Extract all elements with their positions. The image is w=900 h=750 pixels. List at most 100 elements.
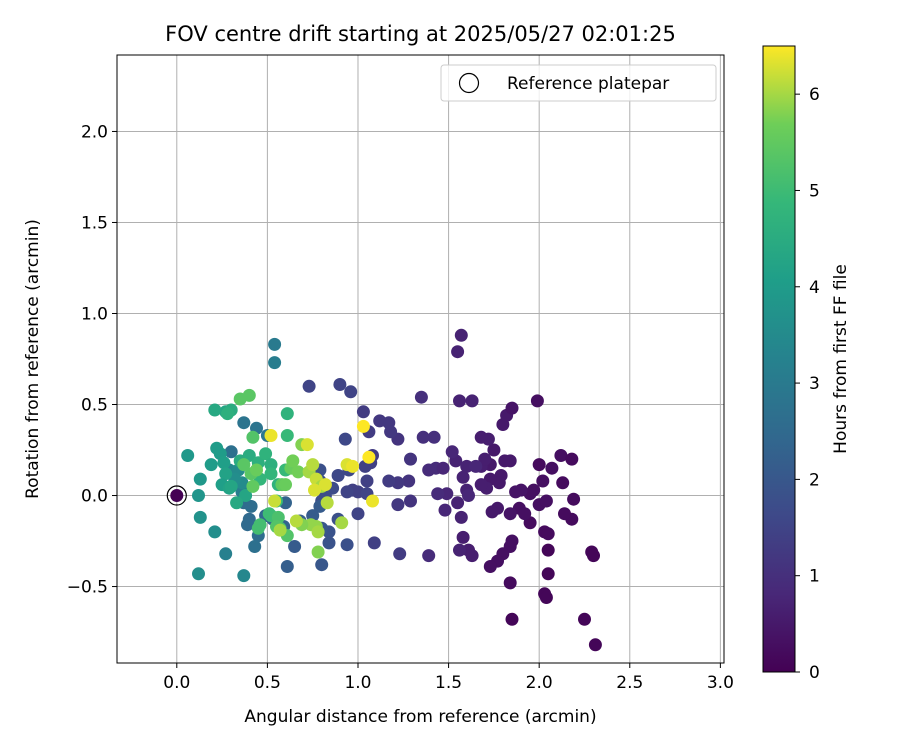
- data-point: [474, 430, 488, 444]
- data-point: [230, 496, 244, 510]
- data-point: [264, 429, 278, 442]
- data-point: [556, 476, 570, 490]
- data-point: [530, 394, 544, 408]
- y-tick-label: 1.5: [81, 213, 108, 233]
- data-point: [465, 394, 479, 408]
- legend-marker-icon: [458, 72, 480, 94]
- data-point: [356, 419, 370, 433]
- data-point: [217, 456, 231, 470]
- colorbar-tick-label: 2: [809, 470, 820, 490]
- data-point: [340, 538, 354, 552]
- data-point: [264, 467, 278, 481]
- colorbar: 0 1 2 3 4 5 6 Hours from first FF file: [762, 45, 851, 683]
- data-point: [541, 527, 555, 541]
- data-point: [416, 430, 430, 444]
- y-axis-ticks: −0.5 0.0 0.5 1.0 1.5 2.0: [67, 122, 117, 598]
- data-point: [193, 472, 207, 486]
- data-point: [438, 503, 452, 517]
- data-point: [440, 487, 454, 501]
- data-point: [237, 416, 251, 430]
- data-point: [474, 478, 488, 492]
- x-tick-label: 2.5: [616, 673, 643, 693]
- data-point: [487, 443, 501, 457]
- data-point: [462, 543, 475, 557]
- y-tick-label: −0.5: [67, 578, 108, 598]
- data-point: [498, 454, 512, 468]
- data-point: [462, 489, 475, 502]
- reference-point-ring: [166, 485, 187, 506]
- data-point: [279, 478, 292, 492]
- data-point: [454, 510, 468, 524]
- data-point: [239, 489, 253, 502]
- data-point: [318, 478, 332, 492]
- data-point: [356, 405, 370, 419]
- y-tick-label: 2.0: [81, 122, 108, 142]
- data-point: [431, 487, 445, 501]
- data-point: [333, 378, 347, 391]
- data-point: [503, 576, 517, 590]
- data-point: [558, 507, 571, 521]
- data-point: [362, 450, 376, 464]
- data-point: [193, 510, 207, 524]
- data-point: [454, 328, 468, 342]
- data-point: [311, 545, 325, 559]
- data-point: [280, 429, 294, 442]
- data-point: [286, 454, 300, 468]
- data-point: [306, 458, 320, 472]
- legend: Reference platepar: [440, 64, 717, 102]
- colorbar-tick-label: 1: [809, 567, 820, 587]
- data-point: [320, 496, 334, 510]
- colorbar-tick-label: 4: [809, 278, 820, 298]
- data-point: [204, 458, 218, 472]
- data-point: [192, 567, 205, 581]
- data-point: [541, 543, 555, 557]
- data-point: [532, 458, 546, 472]
- data-point: [237, 569, 251, 583]
- plot-frame: [116, 54, 725, 664]
- data-point: [518, 507, 532, 521]
- data-point: [578, 612, 591, 626]
- data-point: [453, 543, 466, 557]
- data-point: [335, 516, 349, 530]
- data-point: [351, 507, 365, 521]
- y-tick-label: 0.5: [81, 396, 108, 416]
- data-point: [338, 432, 352, 446]
- data-point: [536, 474, 550, 488]
- data-point: [340, 485, 354, 499]
- data-point: [391, 498, 405, 512]
- y-tick-label: 0.0: [81, 487, 108, 507]
- y-tick-label: 1.0: [81, 304, 108, 324]
- colorbar-ticks: 0 1 2 3 4 5 6: [795, 85, 820, 683]
- x-tick-label: 1.5: [435, 673, 462, 693]
- x-tick-label: 0.5: [254, 673, 281, 693]
- data-point: [469, 459, 483, 473]
- data-point: [291, 465, 305, 479]
- data-point: [268, 356, 282, 370]
- data-point: [360, 474, 374, 488]
- data-point: [273, 523, 287, 537]
- x-axis-label: Angular distance from reference (arcmin): [244, 707, 596, 727]
- data-point: [181, 449, 195, 462]
- data-point: [219, 547, 233, 561]
- data-point: [402, 474, 416, 488]
- colorbar-tick-label: 3: [809, 374, 820, 394]
- data-point: [331, 469, 345, 482]
- data-point: [545, 461, 559, 475]
- data-point: [422, 549, 436, 563]
- data-point: [253, 518, 267, 532]
- data-point: [224, 479, 238, 493]
- colorbar-tick-label: 0: [809, 663, 820, 683]
- y-axis-label: Rotation from reference (arcmin): [23, 219, 43, 499]
- data-point: [302, 379, 316, 393]
- data-point: [393, 547, 407, 561]
- data-point: [250, 463, 263, 477]
- data-point: [505, 612, 519, 626]
- data-point: [244, 499, 258, 513]
- data-point: [422, 463, 436, 477]
- data-point: [505, 401, 519, 415]
- data-point: [208, 525, 222, 539]
- data-point: [268, 494, 282, 508]
- data-point: [541, 567, 555, 581]
- reference-point-fill: [170, 489, 184, 503]
- data-point: [237, 458, 251, 472]
